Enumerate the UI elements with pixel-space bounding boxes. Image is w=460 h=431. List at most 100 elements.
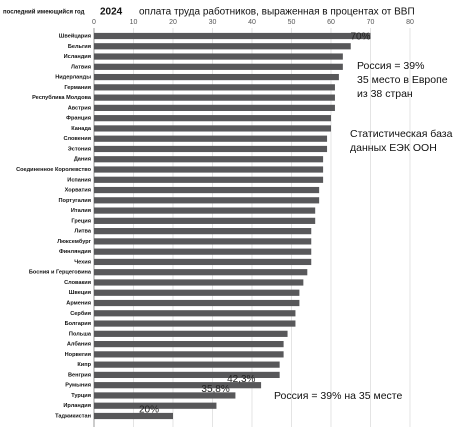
y-tick-label: Армения [66, 301, 91, 307]
bar [94, 94, 335, 101]
y-tick-label: Чехия [74, 259, 91, 265]
x-tick-label: 70 [367, 19, 375, 26]
bar [94, 135, 328, 142]
bar [94, 238, 312, 245]
bar [94, 104, 335, 111]
y-tick-label: Бельгия [68, 44, 91, 50]
x-tick-label: 40 [248, 19, 256, 26]
value-label: 35,8% [201, 384, 229, 395]
y-tick-label: Болгария [65, 321, 91, 327]
bar [94, 115, 331, 122]
y-tick-label: Республика Молдова [32, 94, 92, 101]
bar [94, 320, 296, 327]
bar [94, 392, 236, 399]
y-tick-label: Румыния [65, 383, 91, 389]
annotation: Россия = 39% [357, 60, 424, 72]
y-tick-label: Кипр [77, 362, 91, 368]
bar [94, 207, 316, 214]
y-tick-label: Швейцария [59, 32, 91, 39]
y-tick-label: Литва [74, 229, 91, 235]
bar [94, 156, 324, 163]
y-tick-label: Люксембург [57, 238, 91, 245]
y-tick-label: Ирландия [63, 403, 91, 409]
y-tick-label: Канада [71, 126, 92, 132]
y-tick-label: Исландия [64, 54, 91, 60]
bar [94, 341, 284, 348]
y-tick-label: Финляндия [59, 249, 91, 255]
bar [94, 248, 312, 255]
x-tick-label: 10 [130, 19, 138, 26]
y-tick-label: Хорватия [65, 188, 91, 194]
x-tick-label: 30 [209, 19, 217, 26]
bar [94, 228, 312, 235]
bar [94, 166, 324, 173]
value-label: 20% [139, 405, 159, 416]
y-tick-label: Норвегия [65, 352, 91, 358]
bar [94, 84, 335, 91]
y-tick-label: Таджикистан [55, 413, 91, 419]
y-tick-label: Сербия [70, 310, 91, 317]
y-tick-label: Испания [67, 177, 91, 183]
bar [94, 32, 371, 40]
bar [94, 176, 324, 183]
bar [94, 53, 343, 60]
bar [94, 73, 339, 81]
y-tick-label: Швеция [69, 290, 91, 296]
y-tick-label: Нидерланды [55, 75, 91, 81]
bar [94, 310, 296, 317]
y-tick-label: Германия [64, 85, 91, 91]
bar [94, 217, 316, 224]
y-tick-label: Турция [71, 393, 91, 399]
bar [94, 351, 284, 358]
bar [94, 269, 308, 276]
y-tick-label: Босния и Герцеговина [29, 270, 92, 276]
annotation: данных ЕЭК ООН [350, 142, 437, 154]
bar [94, 279, 304, 286]
y-tick-label: Венгрия [68, 372, 91, 378]
x-tick-label: 80 [406, 19, 414, 26]
y-tick-label: Соединенное Королевство [16, 167, 92, 173]
y-tick-label: Греция [71, 218, 91, 224]
y-tick-label: Словения [64, 136, 92, 142]
y-tick-label: Албания [67, 341, 91, 348]
bar [94, 382, 262, 389]
y-tick-label: Италия [71, 208, 91, 214]
bar [94, 412, 173, 420]
bar [94, 258, 312, 266]
value-label: 70% [351, 32, 371, 43]
bar [94, 289, 300, 296]
bar [94, 197, 320, 204]
y-tick-label: Португалия [59, 198, 91, 204]
x-tick-label: 50 [288, 19, 296, 26]
x-tick-label: 0 [92, 19, 96, 26]
chart-title: оплата труда работников, выраженная в пр… [139, 6, 415, 18]
annotation: Россия = 39% на 35 месте [274, 390, 402, 402]
y-tick-label: Словакия [64, 280, 91, 286]
bar [94, 402, 217, 409]
y-tick-label: Австрия [68, 105, 91, 111]
bar [94, 186, 320, 194]
y-tick-label: Дания [74, 157, 91, 163]
year: 2024 [100, 7, 123, 18]
bar [94, 330, 288, 337]
value-label: 42,3% [227, 374, 255, 385]
y-tick-label: Франция [66, 116, 91, 122]
annotation: из 38 стран [357, 88, 413, 100]
bar [94, 63, 343, 70]
y-tick-label: Польша [69, 331, 92, 337]
y-tick-label: Эстония [68, 146, 91, 152]
year-note: последний имеющийся год [3, 9, 85, 16]
bar [94, 43, 351, 50]
bar [94, 361, 280, 368]
x-tick-label: 20 [169, 19, 177, 26]
annotation: 35 место в Европе [357, 74, 448, 86]
annotation: Статистическая база [350, 128, 453, 140]
bar [94, 299, 300, 307]
bar [94, 125, 331, 132]
y-tick-label: Латвия [71, 64, 91, 70]
bar [94, 371, 280, 379]
x-tick-label: 60 [327, 19, 335, 26]
bar [94, 145, 328, 153]
